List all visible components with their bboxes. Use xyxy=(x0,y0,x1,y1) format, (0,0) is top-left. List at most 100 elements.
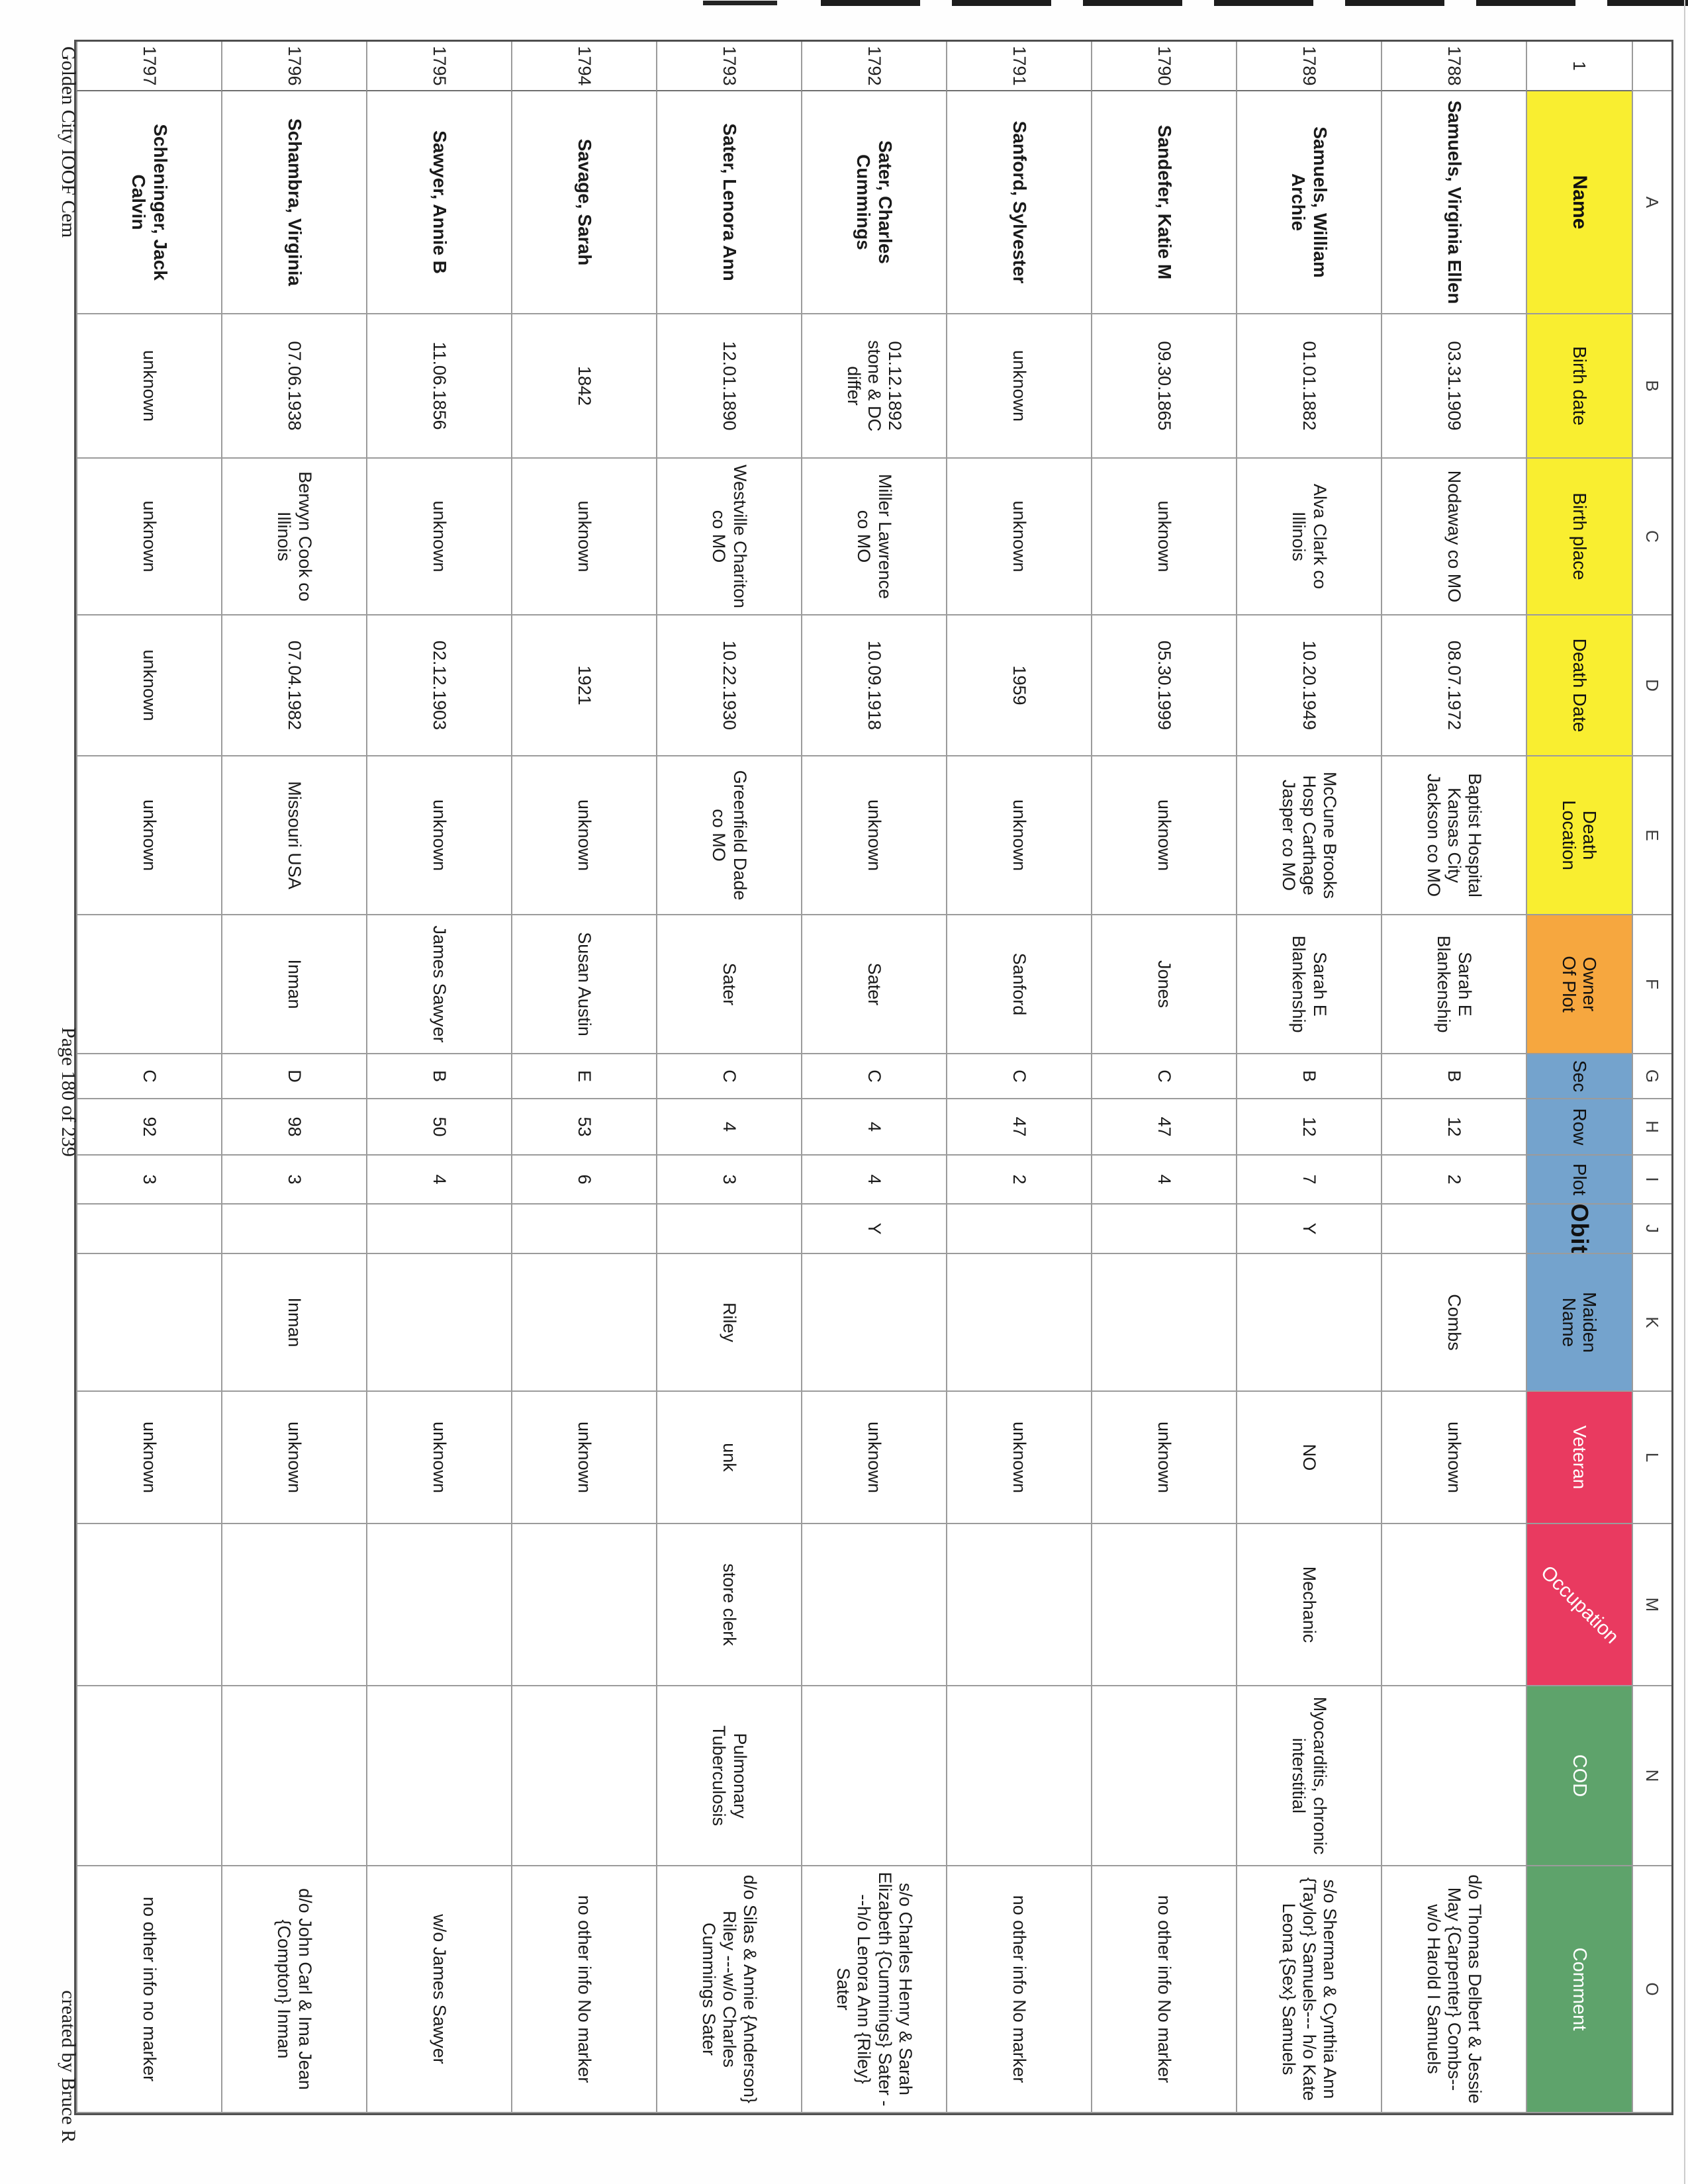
data-cell-h: 47 xyxy=(1091,1099,1236,1156)
data-cell-i: 3 xyxy=(656,1156,801,1205)
header-label: Maiden Name xyxy=(1559,1292,1601,1353)
header-cell-d: Death Date xyxy=(1526,615,1632,756)
data-cell-e: Greenfield Dade co MO xyxy=(656,756,801,915)
data-cell-l: unknown xyxy=(1091,1392,1236,1524)
data-cell-k xyxy=(1091,1254,1236,1392)
data-cell-e: unknown xyxy=(801,756,946,915)
row-number-cell: 1795 xyxy=(366,42,511,91)
data-cell-j xyxy=(76,1205,221,1254)
header-label: Owner Of Plot xyxy=(1559,956,1601,1013)
data-cell-o: no other info No marker xyxy=(946,1866,1091,2113)
data-cell-n xyxy=(366,1686,511,1866)
data-cell-b: 07.06.1938 xyxy=(221,314,366,459)
data-cell-g: E xyxy=(511,1054,656,1099)
column-letter-i: I xyxy=(1632,1156,1671,1205)
data-cell-e: McCune Brooks Hosp Carthage Jasper co MO xyxy=(1236,756,1381,915)
corner-cell xyxy=(1632,42,1671,91)
data-cell-h: 50 xyxy=(366,1099,511,1156)
row-number-cell: 1792 xyxy=(801,42,946,91)
data-cell-a: Sanford, Sylvester xyxy=(946,91,1091,314)
data-cell-h: 4 xyxy=(801,1099,946,1156)
footer-page-number: Page 180 of 239 xyxy=(58,1027,79,1157)
data-cell-e: unknown xyxy=(946,756,1091,915)
data-cell-d: unknown xyxy=(76,615,221,756)
data-cell-g: D xyxy=(221,1054,366,1099)
header-cell-e: Death Location xyxy=(1526,756,1632,915)
data-cell-n: Myocarditis, chronic interstitial xyxy=(1236,1686,1381,1866)
data-cell-j xyxy=(1091,1205,1236,1254)
column-letter-f: F xyxy=(1632,915,1671,1054)
header-label: Birth date xyxy=(1569,346,1590,426)
data-cell-g: B xyxy=(1381,1054,1526,1099)
row-number-cell: 1794 xyxy=(511,42,656,91)
data-cell-f: Sarah E Blankenship xyxy=(1381,915,1526,1054)
data-cell-c: Berwyn Cook co Illinois xyxy=(221,459,366,615)
header-label: Row xyxy=(1569,1108,1590,1146)
data-cell-c: Alva Clark co Illinois xyxy=(1236,459,1381,615)
data-cell-h: 98 xyxy=(221,1099,366,1156)
data-cell-j: Y xyxy=(801,1205,946,1254)
data-cell-a: Schambra, Virginia xyxy=(221,91,366,314)
row-number-cell: 1 xyxy=(1526,42,1632,91)
data-cell-l: NO xyxy=(1236,1392,1381,1524)
data-cell-d: 1921 xyxy=(511,615,656,756)
spreadsheet-table: A B C D E F G H I J K L M N O 1 Name Birth date Birth plac… xyxy=(74,40,1673,2115)
data-cell-o: d/o John Carl & Ima Jean {Compton} Inman xyxy=(221,1866,366,2113)
record-row-1793: 1793 Sater, Lenora Ann 12.01.1890 Westville… xyxy=(656,42,801,2113)
data-cell-n xyxy=(76,1686,221,1866)
data-cell-j: Y xyxy=(1236,1205,1381,1254)
data-cell-d: 02.12.1903 xyxy=(366,615,511,756)
data-cell-k: Riley xyxy=(656,1254,801,1392)
data-cell-m xyxy=(511,1524,656,1686)
data-cell-d: 1959 xyxy=(946,615,1091,756)
row-number-cell: 1788 xyxy=(1381,42,1526,91)
header-cell-h: Row xyxy=(1526,1099,1632,1156)
data-cell-f xyxy=(76,915,221,1054)
data-cell-a: Schleninger, Jack Calvin xyxy=(76,91,221,314)
record-row-1792: 1792 Sater, Charles Cummings 01.12.1892 st… xyxy=(801,42,946,2113)
data-cell-i: 3 xyxy=(76,1156,221,1205)
data-cell-b: 01.01.1882 xyxy=(1236,314,1381,459)
data-cell-f: Susan Austin xyxy=(511,915,656,1054)
column-letter-h: H xyxy=(1632,1099,1671,1156)
data-cell-d: 10.20.1949 xyxy=(1236,615,1381,756)
data-cell-a: Savage, Sarah xyxy=(511,91,656,314)
data-cell-b: 1842 xyxy=(511,314,656,459)
data-cell-h: 12 xyxy=(1236,1099,1381,1156)
data-cell-n xyxy=(1091,1686,1236,1866)
data-cell-f: Sater xyxy=(801,915,946,1054)
data-cell-f: James Sawyer xyxy=(366,915,511,1054)
data-cell-m: Mechanic xyxy=(1236,1524,1381,1686)
data-cell-o: no other info No marker xyxy=(511,1866,656,2113)
header-label: Name xyxy=(1568,175,1591,230)
data-cell-d: 08.07.1972 xyxy=(1381,615,1526,756)
record-row-1796: 1796 Schambra, Virginia 07.06.1938 Berwyn C… xyxy=(221,42,366,2113)
page-footer: Golden City IOOF Cem Page 180 of 239 cre… xyxy=(46,0,79,2184)
header-cell-m: Occupation xyxy=(1526,1524,1632,1686)
data-cell-n xyxy=(221,1686,366,1866)
data-cell-b: 03.31.1909 xyxy=(1381,314,1526,459)
data-cell-i: 4 xyxy=(801,1156,946,1205)
data-cell-e: unknown xyxy=(511,756,656,915)
data-cell-f: Sater xyxy=(656,915,801,1054)
data-cell-i: 4 xyxy=(1091,1156,1236,1205)
data-cell-m xyxy=(76,1524,221,1686)
data-cell-i: 4 xyxy=(366,1156,511,1205)
data-cell-b: 01.12.1892 stone & DC differ xyxy=(801,314,946,459)
data-cell-d: 10.09.1918 xyxy=(801,615,946,756)
data-cell-m xyxy=(366,1524,511,1686)
footer-created-by: created by Bruce R xyxy=(58,1990,79,2143)
header-cell-o: Comment xyxy=(1526,1866,1632,2113)
header-cell-l: Veteran xyxy=(1526,1392,1632,1524)
column-letter-g: G xyxy=(1632,1054,1671,1099)
data-cell-o: w/o James Sawyer xyxy=(366,1866,511,2113)
data-cell-e: unknown xyxy=(366,756,511,915)
data-cell-a: Samuels, Virginia Ellen xyxy=(1381,91,1526,314)
header-cell-j: Obit xyxy=(1526,1205,1632,1254)
data-cell-c: Miller Lawrence co MO xyxy=(801,459,946,615)
data-cell-k: Combs xyxy=(1381,1254,1526,1392)
data-cell-b: 09.30.1865 xyxy=(1091,314,1236,459)
row-number-cell: 1791 xyxy=(946,42,1091,91)
